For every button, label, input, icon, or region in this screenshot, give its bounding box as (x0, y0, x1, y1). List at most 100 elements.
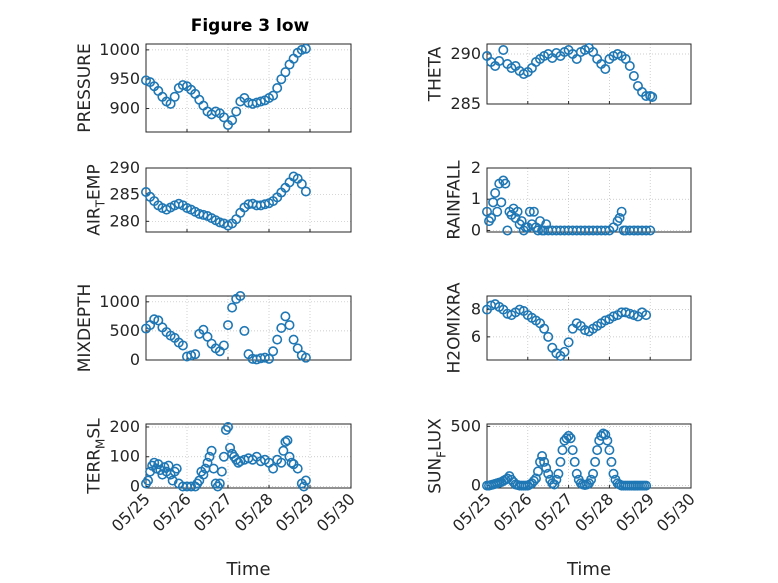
data-point (272, 334, 283, 345)
subplot-4: 0 1 2 RAINFALL (445, 158, 692, 240)
data-point (227, 302, 238, 313)
data-point (563, 337, 574, 348)
data-point (624, 60, 635, 71)
data-point (263, 353, 274, 364)
y-tick-label: 290 (450, 44, 481, 63)
data-point (555, 456, 566, 467)
axes-box (145, 167, 352, 233)
data-point (600, 429, 611, 440)
y-axis-label: PRESSURE (75, 43, 95, 132)
data-point (225, 442, 236, 453)
y-tick-label: 8 (471, 300, 481, 319)
subplot-6: 6 8 H2OMIXRA (445, 282, 692, 374)
axes-box (145, 43, 352, 133)
data-point (608, 468, 619, 479)
y-tick-label: 285 (450, 94, 481, 113)
data-point (298, 481, 309, 492)
data-point (171, 463, 182, 474)
y-tick-label: 2 (471, 158, 481, 177)
data-point (571, 468, 582, 479)
data-point (528, 206, 539, 217)
data-point (502, 225, 513, 236)
data-point (628, 71, 639, 82)
data-point (557, 445, 568, 456)
data-point (549, 479, 560, 490)
data-point (202, 457, 213, 468)
y-tick-label: 0 (471, 476, 481, 495)
data-point (586, 474, 597, 485)
y-axis-label-rest: SL (85, 418, 105, 439)
data-point (492, 206, 503, 217)
data-point (541, 462, 552, 473)
data-point (565, 433, 576, 444)
y-tick-label: 6 (471, 327, 481, 346)
y-tick-label: 0 (130, 350, 140, 369)
data-point (280, 436, 291, 447)
y-tick-label: 900 (109, 99, 140, 118)
y-axis-label-subscript: T (94, 199, 108, 208)
data-point (532, 225, 543, 236)
y-tick-label: 950 (109, 69, 140, 88)
data-point (235, 290, 246, 301)
y-axis-label-main: THETA (426, 46, 446, 102)
data-point (276, 457, 287, 468)
data-point (512, 206, 523, 217)
y-axis-label: RAINFALL (445, 160, 465, 240)
data-point (186, 481, 197, 492)
data-point (214, 478, 225, 489)
y-axis-label-main: PRESSURE (75, 43, 95, 132)
y-tick-label: 285 (109, 185, 140, 204)
data-point (539, 323, 550, 334)
data-point (259, 199, 270, 210)
data-point (300, 475, 311, 486)
data-point (169, 91, 180, 102)
data-point (268, 90, 279, 101)
data-point (286, 457, 297, 468)
data-point (300, 186, 311, 197)
data-point (498, 44, 509, 55)
data-point (198, 209, 209, 220)
data-point (233, 457, 244, 468)
data-point (543, 331, 554, 342)
data-point (292, 463, 303, 474)
data-point (647, 92, 658, 103)
data-point (541, 219, 552, 230)
data-point (528, 475, 539, 486)
y-axis-label-main: TERR (85, 449, 105, 495)
y-axis-label: MIXDEPTH (75, 284, 95, 373)
y-axis-label-main: AIR (85, 207, 105, 236)
data-point (218, 340, 229, 351)
axes-box (486, 295, 692, 361)
data-point (486, 212, 497, 223)
data-point (641, 225, 652, 236)
data-point (641, 310, 652, 321)
data-point (567, 445, 578, 456)
y-axis-label-main: SUN (426, 458, 446, 494)
data-point (280, 311, 291, 322)
data-point (563, 430, 574, 441)
data-point (600, 225, 611, 236)
data-point (198, 469, 209, 480)
y-axis-label: THETA (426, 46, 446, 102)
data-point (602, 435, 613, 446)
y-axis-label: H2OMIXRA (445, 282, 465, 373)
data-point (535, 456, 546, 467)
data-point (300, 352, 311, 363)
y-axis-label-subscript: M (94, 439, 108, 449)
data-point (490, 187, 501, 198)
data-point (145, 466, 156, 477)
data-point (288, 334, 299, 345)
y-tick-label: 1000 (99, 40, 140, 59)
y-axis-label-main: RAINFALL (445, 160, 465, 240)
x-axis-label: Time (225, 559, 270, 580)
data-point (278, 445, 289, 456)
y-axis-label-rest: LUX (426, 418, 446, 451)
data-point (300, 43, 311, 54)
data-point (143, 475, 154, 486)
data-point (645, 225, 656, 236)
data-point (551, 474, 562, 485)
data-point (268, 463, 279, 474)
